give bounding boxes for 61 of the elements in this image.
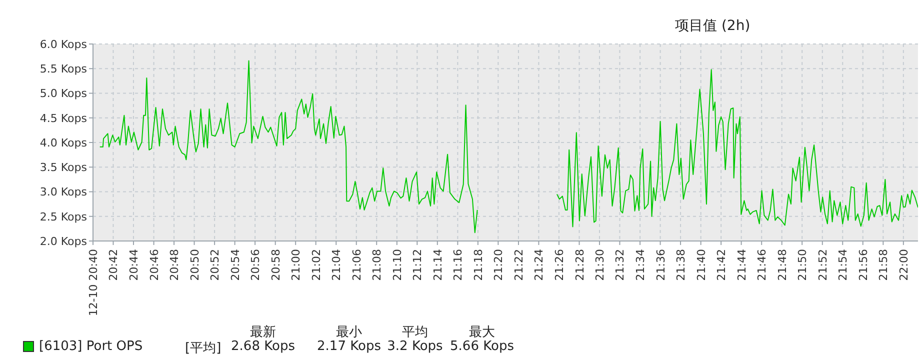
y-tick-label: 4.5 Kops (40, 112, 88, 125)
x-tick-label: 21:04 (330, 249, 344, 281)
x-tick-label: 21:20 (492, 249, 506, 281)
x-tick-label: 21:54 (836, 249, 850, 281)
x-tick-label: 20:54 (228, 249, 242, 281)
x-tick-label: 20:46 (148, 249, 161, 281)
y-tick-label: 4.0 Kops (40, 136, 88, 150)
x-tick-label: 21:38 (674, 249, 688, 281)
x-tick-label: 21:12 (411, 249, 424, 281)
y-tick-label: 5.5 Kops (40, 62, 88, 76)
chart-title: 项目值 (2h) (675, 17, 750, 35)
x-tick-label: 20:48 (168, 249, 182, 281)
x-tick-label: 20:58 (269, 249, 282, 281)
text: 2.68 Kops (231, 339, 295, 354)
x-tick-label: 21:34 (634, 249, 648, 281)
y-tick-label: 5.0 Kops (40, 87, 88, 100)
x-tick-label: 21:06 (350, 249, 364, 281)
x-tick-label: 21:16 (452, 249, 465, 281)
y-tick-label: 2.5 Kops (40, 210, 88, 224)
x-tick-label: 21:18 (472, 249, 485, 281)
x-tick-label: 21:22 (512, 249, 526, 281)
y-tick-label: 3.5 Kops (40, 161, 88, 174)
x-tick-label: 20:42 (107, 249, 120, 281)
x-tick-label: 21:40 (694, 249, 708, 281)
x-tick-label: 21:26 (552, 249, 566, 281)
x-tick-label: 20:56 (249, 249, 262, 281)
x-tick-label: 20:50 (188, 249, 202, 281)
x-tick-label: 21:52 (816, 249, 830, 281)
x-tick-label: 21:00 (290, 249, 303, 281)
x-tick-label: 21:10 (390, 249, 404, 281)
x-tick-label: 20:44 (127, 249, 140, 281)
x-tick-label: 21:28 (573, 249, 586, 281)
x-tick-label: 21:56 (856, 249, 870, 281)
text: 最大 (469, 325, 495, 340)
text: 5.66 Kops (450, 339, 514, 354)
x-tick-label: 21:14 (431, 249, 444, 281)
x-tick-label: 21:08 (370, 249, 384, 281)
legend-label: [6103] Port OPS (39, 339, 143, 354)
text: [平均] (185, 340, 222, 357)
x-tick-label: 21:32 (614, 249, 627, 281)
x-tick-label: 20:52 (208, 249, 222, 281)
x-tick-label: 12-10 20:40 (87, 249, 100, 316)
x-tick-label: 21:30 (594, 249, 606, 281)
x-tick-label: 21:58 (877, 249, 890, 281)
y-tick-label: 3.0 Kops (40, 186, 88, 199)
x-tick-label: 21:48 (776, 249, 789, 281)
x-tick-label: 21:46 (756, 249, 769, 281)
text: 平均 (402, 325, 428, 340)
text: 最新 (249, 324, 277, 340)
x-tick-label: 22:00 (897, 249, 910, 281)
x-tick-label: 21:44 (735, 249, 748, 281)
y-tick-label: 6.0 Kops (40, 38, 88, 51)
text: 2.17 Kops (317, 339, 381, 354)
x-tick-label: 21:36 (654, 249, 668, 281)
x-tick-label: 21:02 (310, 249, 323, 281)
text: 最小 (336, 325, 362, 340)
y-tick-label: 2.0 Kops (40, 234, 88, 248)
x-tick-label: 21:24 (532, 249, 546, 281)
x-tick-label: 21:50 (796, 249, 810, 281)
text: 3.2 Kops (387, 339, 443, 354)
x-tick-label: 21:42 (715, 249, 728, 281)
